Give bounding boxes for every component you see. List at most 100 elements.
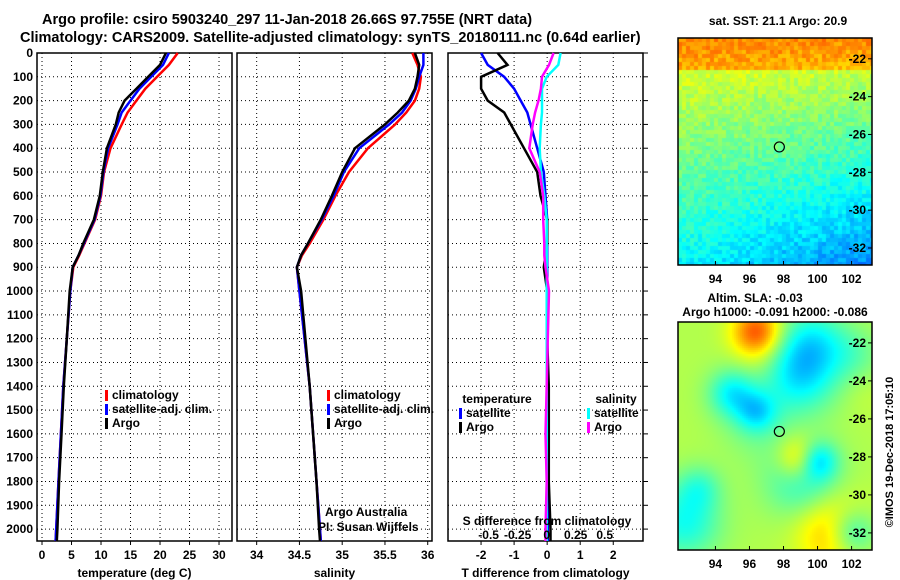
x-tick-label: 34.5 (288, 548, 312, 562)
legend-label: satellite-adj. clim. (112, 402, 212, 416)
y-tick-label: 1900 (6, 498, 33, 512)
axes-frame-salinity-profile (236, 52, 433, 542)
legend-swatch-2 (327, 418, 330, 429)
map-x-tick-label: 100 (808, 557, 828, 571)
map-y-tick-label: -30 (849, 488, 867, 502)
map-y-tick-label: -30 (849, 203, 867, 217)
sst-map-image (678, 38, 872, 265)
y-tick-label: 700 (13, 213, 33, 227)
legend-label: satellite (466, 406, 511, 420)
series-line-s-satellite (538, 52, 562, 541)
s-tick-label: -0.25 (504, 528, 532, 542)
s-tick-label: 0 (543, 528, 550, 542)
x-tick-label: 35.5 (373, 548, 397, 562)
map-frame-sla-map (677, 321, 873, 551)
y-tick-label: 300 (13, 117, 33, 131)
x-tick-label: 2 (610, 548, 617, 562)
y-tick-label: 600 (13, 189, 33, 203)
y-tick-label: 1400 (6, 379, 33, 393)
y-tick-label: 400 (13, 141, 33, 155)
map-y-tick-label: -28 (849, 450, 867, 464)
annotation-argo-australia: Argo Australia (325, 505, 408, 519)
map-y-tick-label: -32 (849, 241, 867, 255)
y-tick-label: 800 (13, 236, 33, 250)
y-tick-label: 1300 (6, 355, 33, 369)
legend-swatch-s (587, 422, 590, 433)
y-tick-label: 1600 (6, 427, 33, 441)
map-y-tick-label: -22 (849, 52, 867, 66)
map-x-tick-label: 94 (709, 557, 723, 571)
legend-swatch-2 (105, 418, 108, 429)
map-y-tick-label: -26 (849, 127, 867, 141)
map-x-tick-label: 98 (777, 272, 791, 286)
s-axis-label: S difference from climatology (463, 514, 632, 528)
legend-swatch-t (459, 408, 462, 419)
legend-label: Argo (112, 416, 140, 430)
y-tick-label: 1500 (6, 403, 33, 417)
legend-swatch-0 (327, 390, 330, 401)
series-line-satellite-adj-clim- (54, 52, 171, 542)
legend-label: satellite-adj. clim. (334, 402, 434, 416)
x-tick-label: 1 (577, 548, 584, 562)
legend-label: climatology (334, 388, 401, 402)
annotation-pi: PI: Susan Wijffels (318, 520, 419, 534)
argo-location-marker (773, 141, 785, 153)
sst-map-title: sat. SST: 21.1 Argo: 20.9 (709, 14, 848, 28)
y-tick-label: 200 (13, 94, 33, 108)
map-y-tick-label: -32 (849, 526, 867, 540)
x-tick-label: 34 (250, 548, 264, 562)
map-x-tick-label: 94 (709, 272, 723, 286)
map-y-tick-label: -24 (849, 374, 867, 388)
map-x-tick-label: 102 (842, 557, 862, 571)
legend-label: Argo (466, 420, 494, 434)
series-line-argo (295, 52, 421, 542)
map-x-tick-label: 102 (842, 272, 862, 286)
argo-location-marker (773, 425, 785, 438)
series-line-s-argo (528, 52, 555, 541)
series-line-argo (55, 52, 168, 542)
y-tick-label: 2000 (6, 522, 33, 536)
legend-swatch-1 (327, 404, 330, 415)
x-tick-label: -2 (476, 548, 487, 562)
legend-label: satellite (594, 406, 639, 420)
legend-swatch-t (459, 422, 462, 433)
x-tick-label: 30 (212, 548, 226, 562)
x-tick-label: 25 (183, 548, 197, 562)
map-frame-sst-map (677, 37, 873, 266)
sla-map-title: Altim. SLA: -0.03 (707, 291, 803, 305)
map-y-tick-label: -28 (849, 165, 867, 179)
y-tick-label: 0 (26, 46, 33, 60)
s-tick-label: -0.5 (478, 528, 499, 542)
x-axis-label: temperature (deg C) (77, 566, 191, 580)
map-y-tick-label: -26 (849, 412, 867, 426)
legend-title-salinity: salinity (595, 392, 637, 406)
x-tick-label: 35 (336, 548, 350, 562)
y-tick-label: 900 (13, 260, 33, 274)
map-y-tick-label: -24 (849, 90, 867, 104)
x-tick-label: 10 (94, 548, 108, 562)
map-y-tick-label: -22 (849, 336, 867, 350)
y-tick-label: 100 (13, 70, 33, 84)
x-tick-label: 5 (68, 548, 75, 562)
legend-label: climatology (112, 388, 179, 402)
y-tick-label: 500 (13, 165, 33, 179)
map-x-tick-label: 100 (808, 272, 828, 286)
s-tick-label: 0.25 (564, 528, 588, 542)
x-tick-label: 0 (39, 548, 46, 562)
y-tick-label: 1100 (7, 308, 33, 322)
imos-credit: ©IMOS 19-Dec-2018 17:05:10 (884, 377, 896, 528)
y-tick-label: 1000 (6, 284, 33, 298)
y-tick-label: 1800 (6, 474, 33, 488)
legend-swatch-s (587, 408, 590, 419)
legend-label: Argo (594, 420, 622, 434)
sla-map-image (678, 322, 872, 550)
map-x-tick-label: 96 (743, 557, 757, 571)
y-tick-label: 1700 (6, 451, 33, 465)
x-axis-label: salinity (314, 566, 356, 580)
x-axis-label: T difference from climatology (461, 566, 629, 580)
title-line2: Climatology: CARS2009. Satellite-adjuste… (20, 30, 641, 46)
x-tick-label: 0 (544, 548, 551, 562)
x-tick-label: 20 (153, 548, 167, 562)
